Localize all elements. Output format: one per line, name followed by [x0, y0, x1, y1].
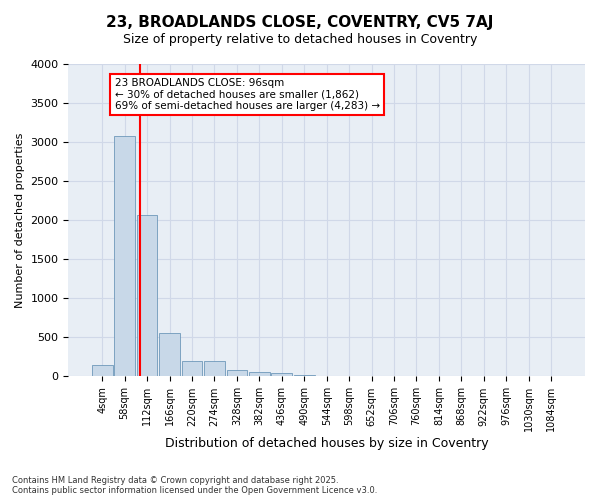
Bar	[115, 136, 135, 376]
X-axis label: Distribution of detached houses by size in Coventry: Distribution of detached houses by size …	[165, 437, 488, 450]
Bar	[137, 215, 157, 376]
Text: 23, BROADLANDS CLOSE, COVENTRY, CV5 7AJ: 23, BROADLANDS CLOSE, COVENTRY, CV5 7AJ	[106, 15, 494, 30]
Bar	[227, 370, 247, 376]
Y-axis label: Number of detached properties: Number of detached properties	[15, 132, 25, 308]
Text: Size of property relative to detached houses in Coventry: Size of property relative to detached ho…	[123, 32, 477, 46]
Bar	[271, 372, 292, 376]
Text: 23 BROADLANDS CLOSE: 96sqm
← 30% of detached houses are smaller (1,862)
69% of s: 23 BROADLANDS CLOSE: 96sqm ← 30% of deta…	[115, 78, 380, 112]
Bar	[204, 361, 225, 376]
Bar	[92, 365, 113, 376]
Bar	[294, 375, 314, 376]
Text: Contains HM Land Registry data © Crown copyright and database right 2025.
Contai: Contains HM Land Registry data © Crown c…	[12, 476, 377, 495]
Bar	[182, 361, 202, 376]
Bar	[159, 332, 180, 376]
Bar	[249, 372, 269, 376]
